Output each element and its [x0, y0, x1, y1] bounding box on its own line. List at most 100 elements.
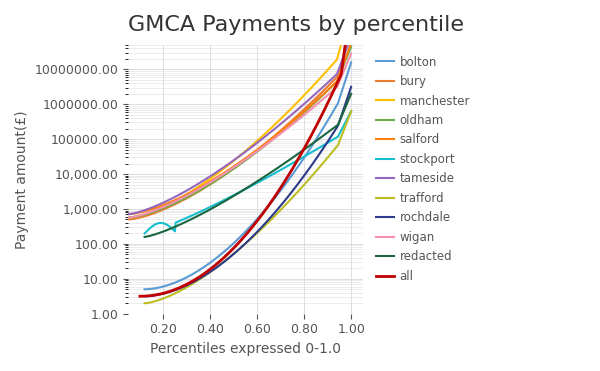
- manchester: [125, 216, 132, 220]
- manchester: [326, 65, 334, 69]
- manchester: [257, 136, 264, 140]
- tameside: [257, 138, 265, 142]
- rochdale: [264, 219, 271, 223]
- Line: salford: salford: [128, 43, 351, 214]
- redacted: [328, 127, 335, 132]
- bury: [257, 145, 265, 150]
- stockport: [328, 138, 335, 142]
- Line: wigan: wigan: [128, 53, 351, 218]
- redacted: [141, 235, 148, 239]
- salford: [257, 145, 265, 149]
- stockport: [315, 146, 322, 150]
- bolton: [347, 60, 355, 65]
- wigan: [125, 216, 133, 220]
- trafford: [315, 166, 322, 170]
- all: [266, 203, 273, 207]
- rochdale: [328, 133, 335, 138]
- oldham: [347, 45, 355, 49]
- salford: [326, 85, 334, 90]
- bolton: [268, 200, 275, 205]
- all: [314, 121, 322, 125]
- oldham: [261, 144, 268, 148]
- trafford: [264, 221, 271, 225]
- oldham: [257, 147, 265, 151]
- all: [262, 207, 269, 212]
- Line: tameside: tameside: [128, 36, 351, 214]
- bury: [125, 217, 133, 221]
- Line: stockport: stockport: [145, 111, 351, 233]
- redacted: [268, 170, 275, 175]
- X-axis label: Percentiles expressed 0-1.0: Percentiles expressed 0-1.0: [150, 342, 341, 356]
- trafford: [268, 217, 275, 222]
- bolton: [141, 287, 148, 292]
- bolton: [263, 206, 271, 210]
- Line: rochdale: rochdale: [145, 87, 351, 296]
- oldham: [125, 216, 132, 220]
- manchester: [261, 132, 268, 136]
- stockport: [142, 230, 149, 235]
- tameside: [313, 91, 320, 95]
- rochdale: [347, 85, 355, 89]
- manchester: [257, 135, 265, 140]
- oldham: [125, 216, 133, 220]
- wigan: [326, 91, 334, 95]
- Line: bury: bury: [128, 35, 351, 219]
- all: [262, 209, 269, 213]
- redacted: [347, 92, 355, 96]
- stockport: [347, 109, 355, 114]
- trafford: [347, 109, 355, 114]
- bolton: [142, 287, 149, 292]
- bolton: [264, 205, 271, 209]
- all: [137, 294, 144, 299]
- bolton: [315, 133, 322, 138]
- all: [328, 93, 335, 98]
- Legend: bolton, bury, manchester, oldham, salford, stockport, tameside, trafford, rochda: bolton, bury, manchester, oldham, salfor…: [371, 51, 475, 288]
- salford: [261, 142, 268, 146]
- oldham: [257, 147, 264, 151]
- wigan: [261, 144, 268, 148]
- tameside: [347, 34, 355, 38]
- redacted: [264, 173, 271, 177]
- stockport: [268, 173, 275, 177]
- salford: [313, 99, 320, 103]
- trafford: [328, 150, 335, 155]
- bury: [347, 32, 355, 37]
- stockport: [263, 175, 271, 180]
- wigan: [257, 146, 265, 151]
- Y-axis label: Payment amount(£): Payment amount(£): [15, 110, 29, 249]
- tameside: [125, 212, 132, 216]
- tameside: [257, 138, 264, 143]
- bury: [313, 96, 320, 100]
- Line: manchester: manchester: [128, 8, 351, 218]
- bury: [326, 82, 334, 86]
- Line: all: all: [140, 0, 351, 296]
- Line: redacted: redacted: [145, 94, 351, 237]
- all: [136, 294, 143, 299]
- rochdale: [142, 294, 149, 299]
- wigan: [347, 51, 355, 56]
- salford: [257, 145, 264, 150]
- trafford: [263, 221, 271, 226]
- wigan: [313, 103, 320, 107]
- rochdale: [268, 215, 275, 219]
- salford: [125, 212, 133, 216]
- Text: GMCA Payments by percentile: GMCA Payments by percentile: [128, 15, 464, 35]
- bolton: [328, 112, 335, 116]
- redacted: [263, 173, 271, 177]
- stockport: [264, 175, 271, 180]
- oldham: [326, 86, 334, 91]
- tameside: [125, 212, 133, 216]
- manchester: [313, 81, 320, 85]
- salford: [125, 212, 132, 216]
- trafford: [142, 301, 149, 305]
- bury: [261, 142, 268, 147]
- all: [347, 0, 355, 2]
- stockport: [141, 231, 148, 236]
- redacted: [142, 234, 149, 239]
- wigan: [125, 216, 132, 220]
- Line: oldham: oldham: [128, 47, 351, 218]
- trafford: [141, 301, 148, 305]
- salford: [347, 41, 355, 45]
- redacted: [315, 137, 322, 141]
- tameside: [326, 78, 334, 83]
